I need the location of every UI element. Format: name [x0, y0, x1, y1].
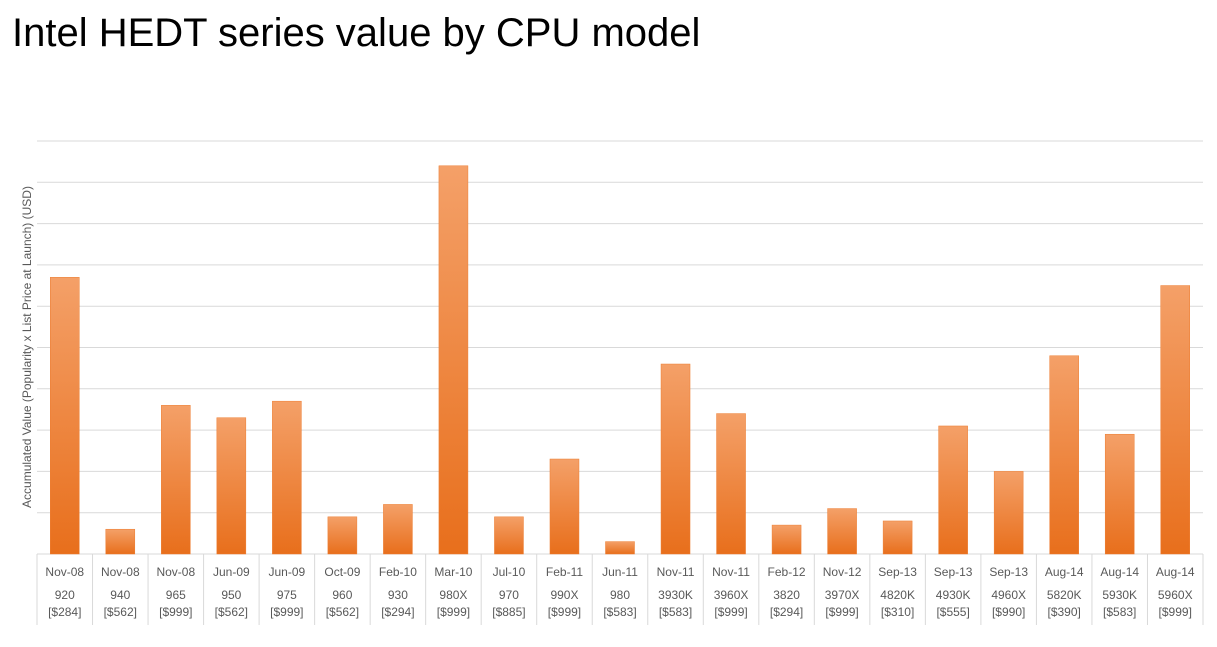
- cpu-price: [$999]: [714, 605, 747, 619]
- cpu-price: [$583]: [659, 605, 692, 619]
- cpu-model: 975: [277, 588, 297, 602]
- bar: [716, 413, 746, 555]
- x-tick-label: Aug-14: [1100, 565, 1139, 579]
- bar: [827, 508, 857, 555]
- x-tick-label: Aug-14: [1045, 565, 1084, 579]
- bar: [161, 405, 191, 555]
- cpu-model: 970: [499, 588, 519, 602]
- cpu-model: 980: [610, 588, 630, 602]
- x-tick-label: Sep-13: [989, 565, 1028, 579]
- cpu-model: 3960X: [714, 588, 749, 602]
- cpu-price: [$284]: [48, 605, 81, 619]
- cpu-model: 3820: [773, 588, 800, 602]
- cpu-model: 965: [166, 588, 186, 602]
- bar: [50, 277, 80, 555]
- x-tick-label: Feb-11: [546, 565, 583, 579]
- cpu-price: [$583]: [603, 605, 636, 619]
- cpu-model: 5930K: [1102, 588, 1137, 602]
- x-tick-label: Jun-09: [269, 565, 306, 579]
- cpu-model: 980X: [439, 588, 467, 602]
- cpu-model: 5820K: [1047, 588, 1082, 602]
- y-axis-label: Accumulated Value (Popularity x List Pri…: [20, 186, 34, 508]
- cpu-price: [$310]: [881, 605, 914, 619]
- x-tick-label: Nov-11: [657, 565, 695, 579]
- cpu-price: [$999]: [548, 605, 581, 619]
- x-tick-label: Jun-09: [213, 565, 250, 579]
- cpu-model: 4930K: [936, 588, 971, 602]
- bar: [1160, 285, 1190, 555]
- cpu-price: [$999]: [825, 605, 858, 619]
- cpu-model: 3930K: [658, 588, 693, 602]
- bar: [105, 528, 136, 555]
- cpu-price: [$390]: [1048, 605, 1081, 619]
- x-tick-label: Sep-13: [934, 565, 973, 579]
- cpu-price: [$885]: [492, 605, 525, 619]
- cpu-price: [$562]: [215, 605, 248, 619]
- x-tick-label: Nov-11: [712, 565, 750, 579]
- cpu-price: [$999]: [159, 605, 192, 619]
- x-tick-label: Nov-08: [101, 565, 140, 579]
- cpu-price: [$990]: [992, 605, 1025, 619]
- x-tick-label: Oct-09: [324, 565, 360, 579]
- x-tick-label: Nov-12: [823, 565, 862, 579]
- bar: [216, 417, 247, 555]
- chart-title: Intel HEDT series value by CPU model: [12, 11, 700, 55]
- cpu-model: 3970X: [825, 588, 860, 602]
- bar: [383, 504, 413, 555]
- bar: [549, 458, 580, 555]
- x-tick-label: Feb-12: [768, 565, 806, 579]
- cpu-model: 990X: [550, 588, 578, 602]
- x-tick-label: Jul-10: [493, 565, 526, 579]
- cpu-price: [$999]: [437, 605, 470, 619]
- bar: [882, 520, 913, 555]
- cpu-model: 930: [388, 588, 408, 602]
- bar: [272, 400, 302, 555]
- x-tick-label: Jun-11: [602, 565, 638, 579]
- cpu-price: [$294]: [770, 605, 803, 619]
- x-tick-label: Feb-10: [379, 565, 417, 579]
- cpu-price: [$562]: [104, 605, 137, 619]
- bar: [494, 516, 524, 555]
- cpu-price: [$562]: [326, 605, 359, 619]
- x-tick-label: Nov-08: [156, 565, 195, 579]
- bar: [438, 165, 469, 555]
- bar: [660, 363, 691, 555]
- cpu-price: [$999]: [270, 605, 303, 619]
- bar: [771, 524, 802, 555]
- bar: [327, 516, 358, 555]
- x-tick-label: Nov-08: [45, 565, 84, 579]
- cpu-price: [$583]: [1103, 605, 1136, 619]
- bar: [1049, 355, 1079, 555]
- cpu-price: [$294]: [381, 605, 414, 619]
- cpu-price: [$555]: [936, 605, 969, 619]
- x-tick-label: Mar-10: [434, 565, 472, 579]
- x-tick-label: Sep-13: [878, 565, 917, 579]
- cpu-model: 4960X: [991, 588, 1026, 602]
- cpu-price: [$999]: [1159, 605, 1192, 619]
- cpu-model: 950: [221, 588, 241, 602]
- cpu-model: 940: [110, 588, 130, 602]
- bar: [605, 541, 635, 555]
- bar: [938, 425, 968, 555]
- bar: [1104, 433, 1135, 555]
- bar: [993, 471, 1024, 555]
- cpu-model: 960: [332, 588, 352, 602]
- cpu-model: 920: [55, 588, 75, 602]
- cpu-model: 5960X: [1158, 588, 1193, 602]
- x-tick-label: Aug-14: [1156, 565, 1195, 579]
- cpu-model: 4820K: [880, 588, 915, 602]
